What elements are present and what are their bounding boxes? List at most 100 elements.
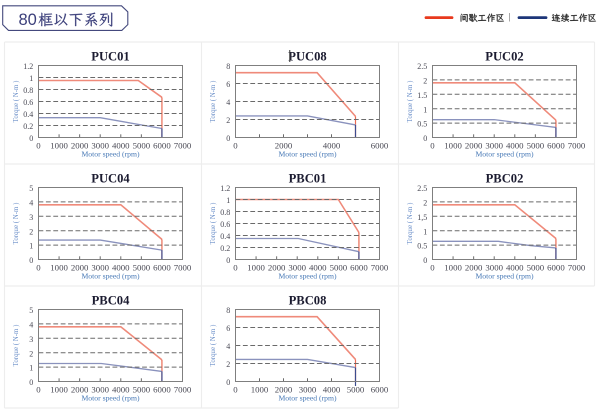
svg-text:1,5: 1,5 bbox=[417, 213, 427, 222]
svg-text:2: 2 bbox=[29, 349, 33, 358]
svg-text:4: 4 bbox=[226, 342, 230, 351]
svg-text:1: 1 bbox=[29, 364, 33, 373]
svg-text:2000: 2000 bbox=[275, 385, 293, 395]
svg-text:Torque ( N-m ): Torque ( N-m ) bbox=[407, 81, 414, 123]
svg-text:6000: 6000 bbox=[371, 385, 389, 395]
svg-text:1.2: 1.2 bbox=[220, 184, 230, 193]
svg-text:2.5: 2.5 bbox=[417, 184, 427, 193]
svg-text:PBC02: PBC02 bbox=[486, 172, 524, 186]
svg-text:2: 2 bbox=[29, 227, 33, 236]
svg-text:0: 0 bbox=[226, 256, 230, 265]
svg-text:1: 1 bbox=[423, 227, 427, 236]
svg-text:2000: 2000 bbox=[465, 263, 483, 273]
svg-text:Torque ( N-m ): Torque ( N-m ) bbox=[210, 203, 217, 245]
svg-text:0: 0 bbox=[226, 134, 230, 143]
svg-text:2000: 2000 bbox=[71, 141, 89, 151]
svg-text:3000: 3000 bbox=[91, 385, 109, 395]
svg-text:2000: 2000 bbox=[268, 263, 286, 273]
svg-text:3000: 3000 bbox=[91, 141, 109, 151]
svg-text:3000: 3000 bbox=[299, 385, 317, 395]
svg-text:5000: 5000 bbox=[330, 263, 348, 273]
svg-text:1: 1 bbox=[29, 74, 33, 83]
svg-text:4000: 4000 bbox=[323, 141, 341, 151]
svg-text:7000: 7000 bbox=[174, 385, 192, 395]
svg-text:8: 8 bbox=[226, 62, 230, 71]
svg-text:5000: 5000 bbox=[133, 385, 151, 395]
svg-text:0: 0 bbox=[430, 263, 435, 273]
svg-text:0: 0 bbox=[29, 378, 33, 387]
svg-text:1000: 1000 bbox=[444, 263, 462, 273]
svg-text:3000: 3000 bbox=[485, 263, 503, 273]
svg-text:0.4: 0.4 bbox=[23, 110, 33, 119]
svg-text:0: 0 bbox=[233, 385, 238, 395]
svg-text:PBC04: PBC04 bbox=[92, 294, 130, 308]
svg-text:1000: 1000 bbox=[251, 385, 269, 395]
svg-text:7000: 7000 bbox=[174, 141, 192, 151]
svg-text:7000: 7000 bbox=[568, 263, 586, 273]
svg-text:6: 6 bbox=[226, 324, 230, 333]
svg-text:4: 4 bbox=[226, 98, 230, 107]
svg-text:1000: 1000 bbox=[444, 141, 462, 151]
svg-text:5000: 5000 bbox=[347, 385, 365, 395]
svg-text:0: 0 bbox=[36, 263, 41, 273]
svg-text:Motor speed (rpm): Motor speed (rpm) bbox=[278, 150, 337, 159]
svg-text:3: 3 bbox=[29, 335, 33, 344]
svg-text:5000: 5000 bbox=[133, 263, 151, 273]
svg-text:Motor speed (rpm): Motor speed (rpm) bbox=[278, 394, 337, 403]
svg-text:1000: 1000 bbox=[50, 263, 68, 273]
svg-text:Motor speed (rpm): Motor speed (rpm) bbox=[475, 272, 534, 281]
svg-text:5: 5 bbox=[29, 306, 33, 315]
svg-text:PBC01: PBC01 bbox=[289, 172, 327, 186]
svg-text:5000: 5000 bbox=[133, 141, 151, 151]
svg-text:2000: 2000 bbox=[275, 141, 293, 151]
svg-text:0.2: 0.2 bbox=[220, 244, 230, 253]
svg-text:0: 0 bbox=[29, 256, 33, 265]
svg-text:1: 1 bbox=[423, 105, 427, 114]
svg-text:4000: 4000 bbox=[112, 263, 130, 273]
svg-text:1000: 1000 bbox=[50, 385, 68, 395]
svg-text:0: 0 bbox=[233, 141, 238, 151]
svg-text:1: 1 bbox=[29, 242, 33, 251]
svg-text:Torque ( N-m ): Torque ( N-m ) bbox=[407, 203, 414, 245]
svg-text:6000: 6000 bbox=[547, 263, 565, 273]
svg-text:7000: 7000 bbox=[568, 141, 586, 151]
svg-text:0.5: 0.5 bbox=[417, 242, 427, 251]
svg-text:PUC08: PUC08 bbox=[288, 50, 326, 64]
svg-text:Torque ( N-m ): Torque ( N-m ) bbox=[210, 325, 217, 367]
svg-text:1.2: 1.2 bbox=[23, 62, 33, 71]
svg-text:Motor speed (rpm): Motor speed (rpm) bbox=[475, 150, 534, 159]
svg-text:2: 2 bbox=[423, 77, 427, 86]
svg-text:3: 3 bbox=[29, 213, 33, 222]
svg-text:0: 0 bbox=[226, 378, 230, 387]
svg-text:8: 8 bbox=[226, 306, 230, 315]
svg-text:0.2: 0.2 bbox=[23, 122, 33, 131]
svg-text:4000: 4000 bbox=[323, 385, 341, 395]
svg-text:7000: 7000 bbox=[174, 263, 192, 273]
svg-text:Torque ( N-m ): Torque ( N-m ) bbox=[13, 81, 20, 123]
svg-text:1: 1 bbox=[226, 196, 230, 205]
svg-text:6000: 6000 bbox=[153, 385, 171, 395]
svg-text:1.5: 1.5 bbox=[417, 91, 427, 100]
svg-text:2.5: 2.5 bbox=[417, 62, 427, 71]
svg-text:0: 0 bbox=[423, 256, 427, 265]
svg-text:0: 0 bbox=[430, 141, 435, 151]
svg-text:3000: 3000 bbox=[91, 263, 109, 273]
svg-text:PUC01: PUC01 bbox=[91, 50, 129, 64]
svg-text:PUC04: PUC04 bbox=[91, 172, 130, 186]
svg-text:6: 6 bbox=[226, 80, 230, 89]
svg-text:4000: 4000 bbox=[309, 263, 327, 273]
svg-text:0: 0 bbox=[36, 385, 41, 395]
svg-text:1000: 1000 bbox=[50, 141, 68, 151]
svg-text:6000: 6000 bbox=[371, 141, 389, 151]
svg-text:2: 2 bbox=[226, 116, 230, 125]
svg-text:6000: 6000 bbox=[153, 263, 171, 273]
svg-text:0: 0 bbox=[233, 263, 238, 273]
svg-text:80: 80 bbox=[19, 11, 37, 29]
svg-text:Torque ( N-m ): Torque ( N-m ) bbox=[210, 81, 217, 123]
svg-text:Motor speed (rpm): Motor speed (rpm) bbox=[81, 272, 140, 281]
svg-text:6000: 6000 bbox=[153, 141, 171, 151]
svg-text:Torque ( N-m ): Torque ( N-m ) bbox=[13, 203, 20, 245]
svg-text:5000: 5000 bbox=[527, 141, 545, 151]
svg-text:0.8: 0.8 bbox=[220, 208, 230, 217]
svg-text:1000: 1000 bbox=[247, 263, 265, 273]
